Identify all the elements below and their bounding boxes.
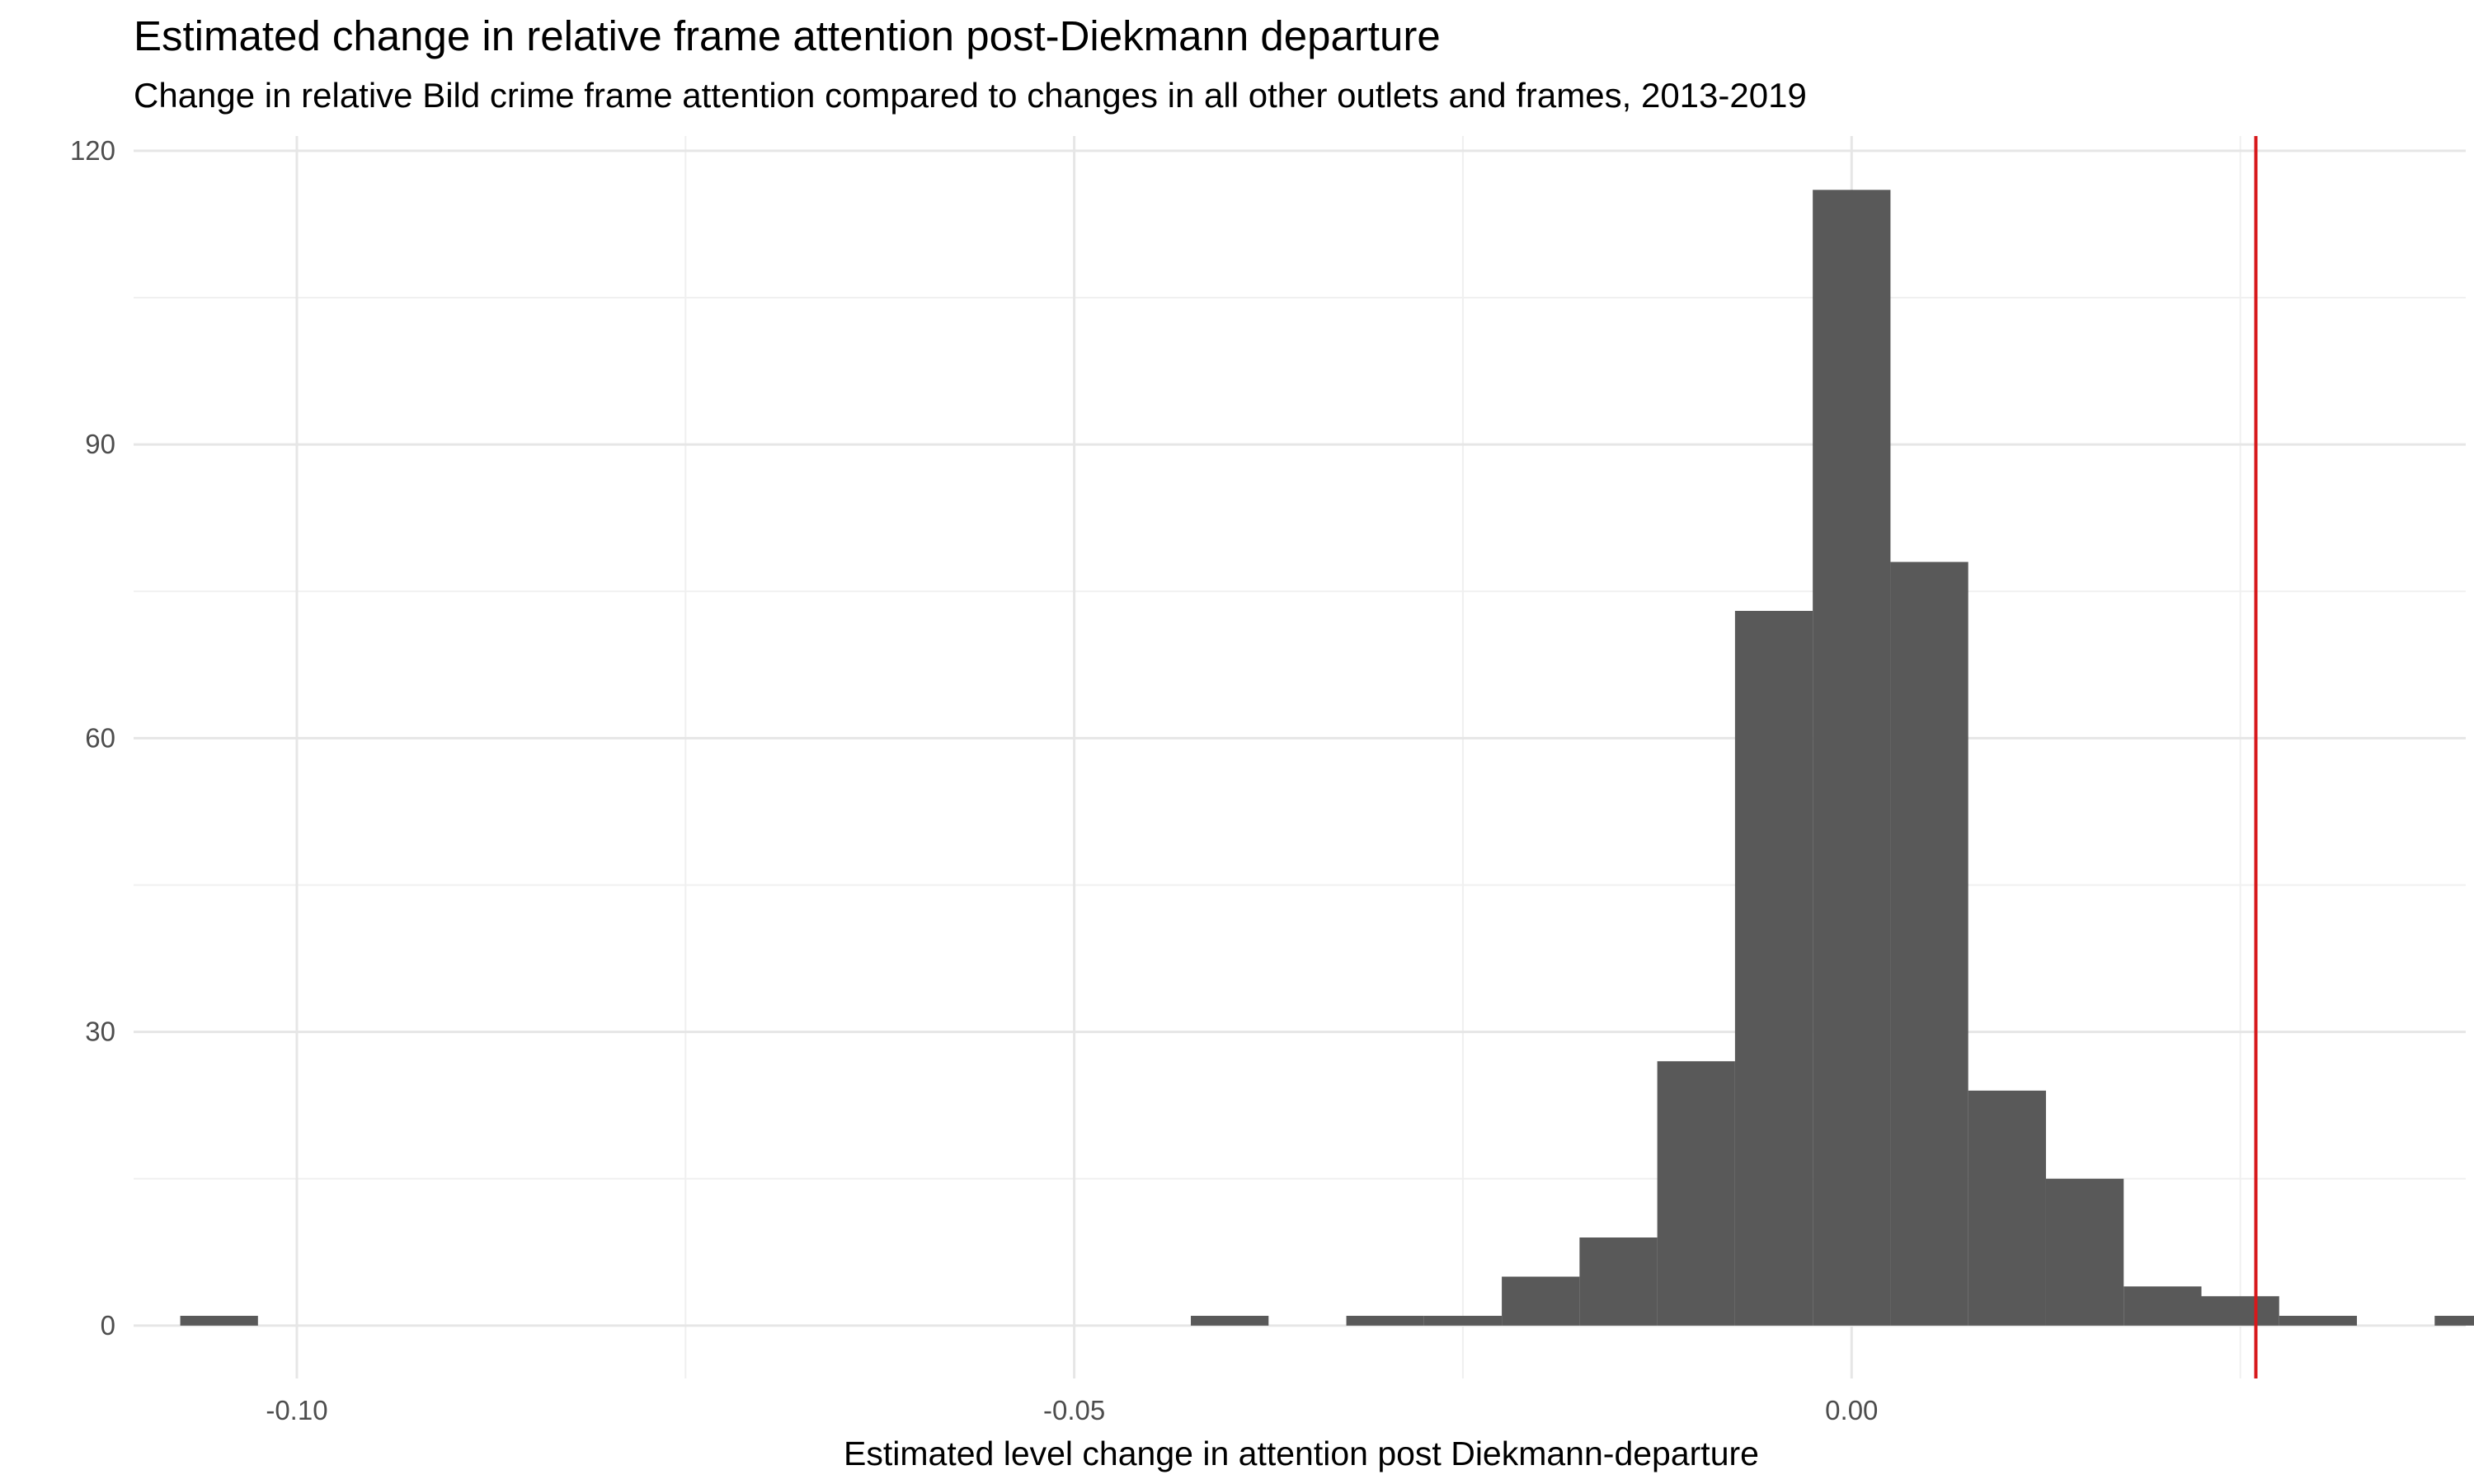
y-tick-label: 90 [85,429,115,459]
y-tick-label: 60 [85,722,115,753]
y-axis-ticks: 0 30 60 90 120 [70,135,115,1341]
x-tick-label: -0.10 [266,1395,327,1425]
x-tick-label: 0.00 [1825,1395,1878,1425]
x-axis-title: Estimated level change in attention post… [844,1435,1759,1472]
histogram-bar [2045,1178,2124,1326]
histogram-bar [2434,1315,2474,1326]
histogram-bar [2201,1296,2279,1326]
histogram-bar [1579,1237,1658,1326]
histogram-bar [1191,1315,1269,1326]
histogram-bar [1502,1276,1580,1326]
histogram-bar [2124,1286,2202,1326]
histogram-bar [1657,1061,1735,1326]
histogram-bar [180,1315,258,1326]
x-tick-label: -0.05 [1043,1395,1105,1425]
y-tick-label: 30 [85,1017,115,1047]
histogram-bar [2279,1315,2358,1326]
histogram-bar [1890,561,1968,1326]
histogram-bar [1968,1090,2046,1326]
histogram-bar [1346,1315,1424,1326]
histogram-bar [1423,1315,1503,1326]
y-tick-label: 0 [101,1310,115,1341]
chart-title: Estimated change in relative frame atten… [134,12,1441,59]
chart-subtitle: Change in relative Bild crime frame atte… [134,76,1807,115]
y-tick-label: 120 [70,135,115,166]
x-axis-ticks: -0.10 -0.05 0.00 [266,1395,1878,1425]
histogram-bar [1734,610,1813,1326]
histogram-bars [180,190,2474,1326]
histogram-bar [1813,190,1891,1326]
minor-gridlines [134,136,2466,1378]
